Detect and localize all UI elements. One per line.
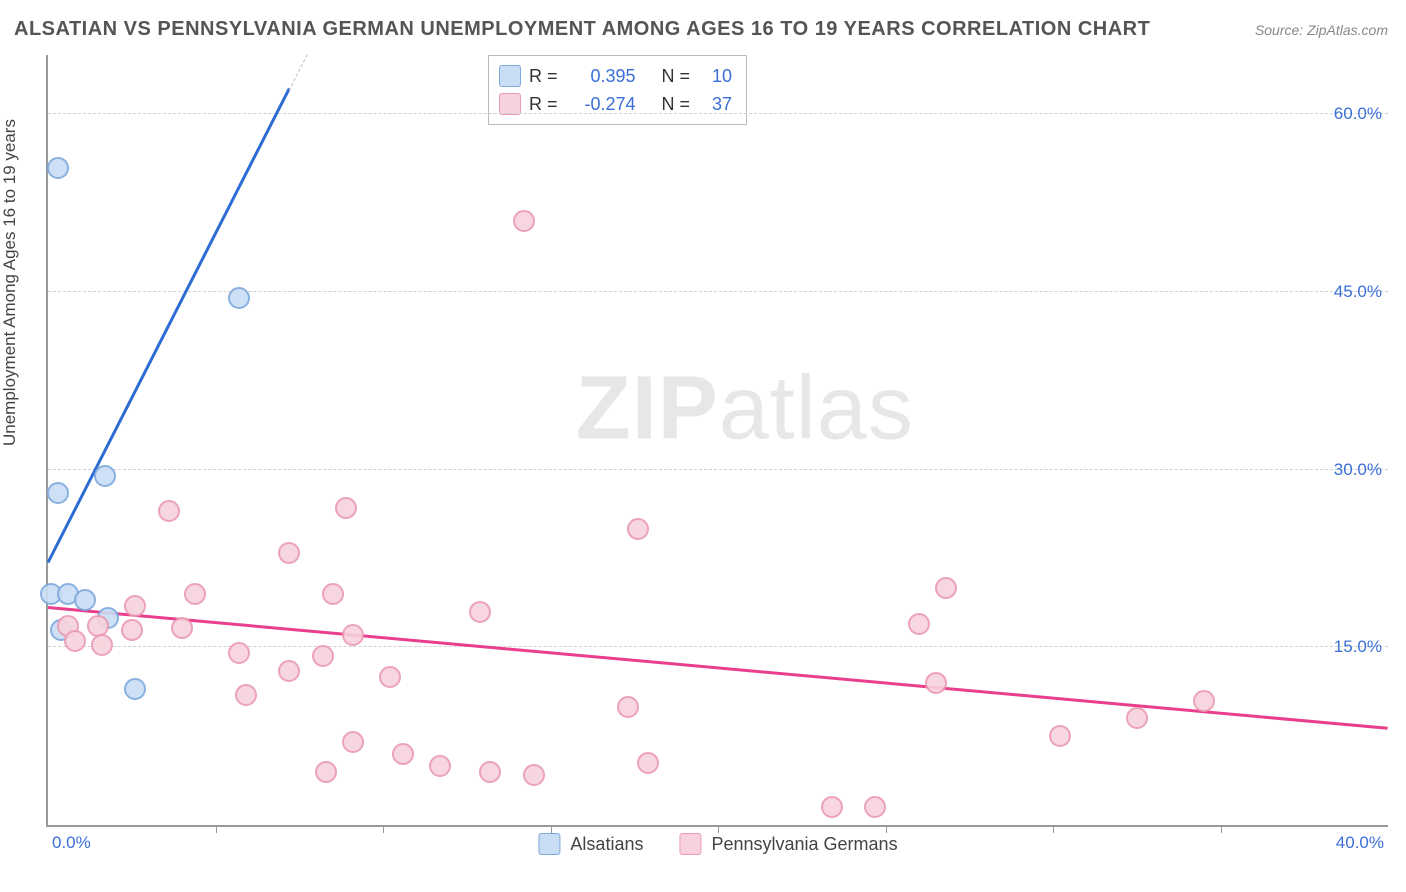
watermark-bold: ZIP [576,359,719,459]
data-point [91,634,113,656]
data-point [64,630,86,652]
stat-label-r: R = [529,62,558,90]
trend-line [48,606,1388,730]
chart-title: ALSATIAN VS PENNSYLVANIA GERMAN UNEMPLOY… [14,18,1150,41]
data-point [315,761,337,783]
data-point [1049,725,1071,747]
data-point [864,796,886,818]
data-point [1126,707,1148,729]
data-point [124,678,146,700]
x-tick [718,825,719,833]
swatch-alsatians [499,65,521,87]
x-tick [383,825,384,833]
legend-label-alsatians: Alsatians [570,834,643,855]
gridline [48,113,1388,114]
watermark-rest: atlas [719,359,914,459]
stat-r-alsatians: 0.395 [566,62,636,90]
trend-line [289,54,308,90]
legend-item-alsatians: Alsatians [538,833,643,855]
swatch-penn-germans [499,93,521,115]
data-point [908,613,930,635]
legend-label-penn-germans: Pennsylvania Germans [711,834,897,855]
x-tick [1221,825,1222,833]
watermark: ZIPatlas [576,358,914,461]
legend-swatch-penn-germans [679,833,701,855]
source-label: Source: ZipAtlas.com [1255,22,1388,38]
x-axis-min-label: 0.0% [52,833,91,853]
data-point [47,157,69,179]
data-point [523,764,545,786]
data-point [322,583,344,605]
data-point [158,500,180,522]
x-tick [551,825,552,833]
x-tick [216,825,217,833]
data-point [228,287,250,309]
data-point [821,796,843,818]
data-point [121,619,143,641]
data-point [342,731,364,753]
y-tick-label: 45.0% [1334,282,1382,302]
data-point [171,617,193,639]
correlation-stats-box: R = 0.395 N = 10 R = -0.274 N = 37 [488,55,747,125]
data-point [335,497,357,519]
data-point [379,666,401,688]
data-point [184,583,206,605]
data-point [312,645,334,667]
y-tick-label: 30.0% [1334,460,1382,480]
data-point [94,465,116,487]
gridline [48,291,1388,292]
trend-line [47,88,291,563]
x-tick [886,825,887,833]
data-point [392,743,414,765]
data-point [228,642,250,664]
scatter-plot: ZIPatlas R = 0.395 N = 10 R = -0.274 N =… [46,55,1388,827]
data-point [513,210,535,232]
stat-n-alsatians: 10 [698,62,732,90]
legend-item-penn-germans: Pennsylvania Germans [679,833,897,855]
data-point [47,482,69,504]
gridline [48,469,1388,470]
x-tick [1053,825,1054,833]
data-point [278,660,300,682]
legend: Alsatians Pennsylvania Germans [538,833,897,855]
data-point [925,672,947,694]
data-point [469,601,491,623]
data-point [479,761,501,783]
legend-swatch-alsatians [538,833,560,855]
data-point [627,518,649,540]
data-point [1193,690,1215,712]
gridline [48,646,1388,647]
data-point [74,589,96,611]
stats-row-alsatians: R = 0.395 N = 10 [499,62,732,90]
data-point [637,752,659,774]
data-point [235,684,257,706]
y-axis-title: Unemployment Among Ages 16 to 19 years [0,119,20,446]
data-point [278,542,300,564]
data-point [935,577,957,599]
data-point [342,624,364,646]
stat-label-n: N = [662,62,691,90]
x-axis-max-label: 40.0% [1336,833,1384,853]
data-point [429,755,451,777]
data-point [124,595,146,617]
y-tick-label: 60.0% [1334,104,1382,124]
data-point [617,696,639,718]
y-tick-label: 15.0% [1334,637,1382,657]
